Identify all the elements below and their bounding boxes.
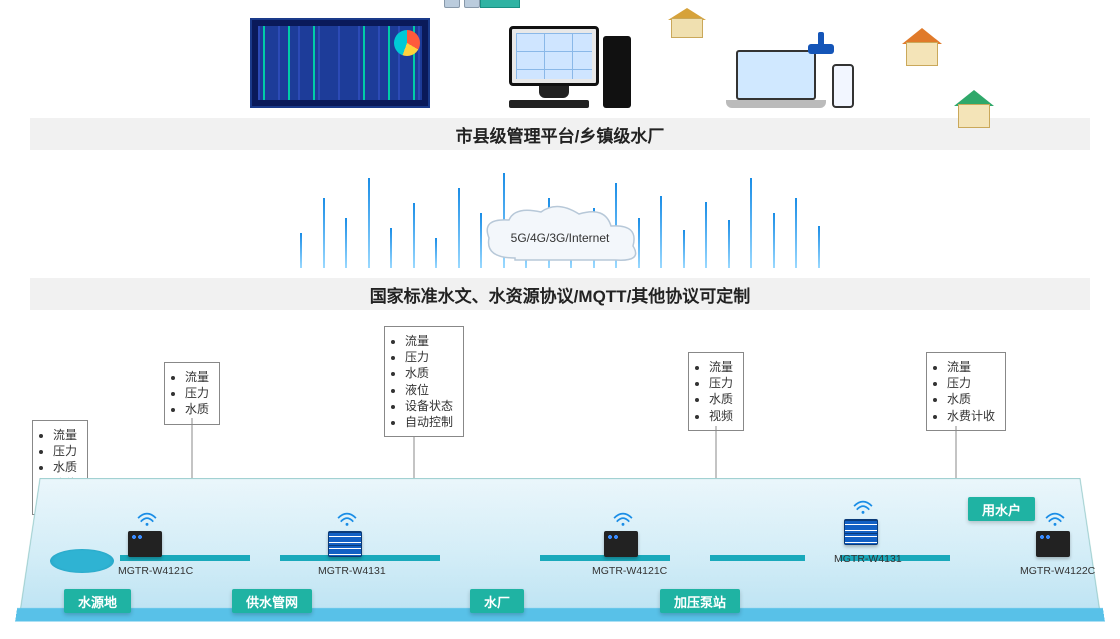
scada-dashboard-icon <box>250 18 430 108</box>
water-plant-icon <box>442 0 522 8</box>
wifi-icon <box>336 511 358 527</box>
callout-pump: 流量 压力 水质 视频 <box>688 352 744 431</box>
callout-plant: 流量 压力 水质 液位 设备状态 自动控制 <box>384 326 464 437</box>
cloud-icon: 5G/4G/3G/Internet <box>475 204 645 272</box>
water-source-icon <box>50 549 114 573</box>
station-label-user: 用水户 <box>968 497 1035 521</box>
tier2-title: 国家标准水文、水资源协议/MQTT/其他协议可定制 <box>370 282 751 307</box>
device-model-label: MGTR-W4131 <box>318 565 386 577</box>
tier2-title-bar: 国家标准水文、水资源协议/MQTT/其他协议可定制 <box>30 278 1090 310</box>
house-icon <box>900 28 944 66</box>
callout-user: 流量 压力 水质 水费计收 <box>926 352 1006 431</box>
wifi-icon <box>1044 511 1066 527</box>
wifi-icon <box>136 511 158 527</box>
cloud-network-block: 5G/4G/3G/Internet <box>0 150 1120 278</box>
wifi-icon <box>852 499 874 515</box>
station-label-pump: 加压泵站 <box>660 589 740 613</box>
station-label-plant: 水厂 <box>470 589 524 613</box>
tier1-title-bar: 市县级管理平台/乡镇级水厂 <box>30 118 1090 150</box>
device-model-label: MGTR-W4122C <box>1020 565 1095 577</box>
tier1-title: 市县级管理平台/乡镇级水厂 <box>456 122 665 147</box>
water-system-platform <box>20 478 1100 609</box>
device-model-label: MGTR-W4131 <box>834 553 902 565</box>
wifi-icon <box>612 511 634 527</box>
device-model-label: MGTR-W4121C <box>592 565 667 577</box>
rtu-device-icon <box>1036 531 1070 557</box>
desktop-pc-icon <box>490 26 650 108</box>
rtu-device-icon <box>604 531 638 557</box>
device-model-label: MGTR-W4121C <box>118 565 193 577</box>
house-icon <box>952 90 996 128</box>
cloud-label: 5G/4G/3G/Internet <box>475 204 645 272</box>
pump-station-icon <box>668 8 706 38</box>
laptop-and-phone-icon <box>710 50 870 108</box>
rtu-device-icon <box>328 531 362 557</box>
station-label-source: 水源地 <box>64 589 131 613</box>
valve-icon <box>808 32 834 54</box>
rtu-device-icon <box>128 531 162 557</box>
station-label-pipeline: 供水管网 <box>232 589 312 613</box>
pipe-segment <box>710 555 805 561</box>
rtu-device-icon <box>844 519 878 545</box>
callout-pipeline: 流量 压力 水质 <box>164 362 220 425</box>
